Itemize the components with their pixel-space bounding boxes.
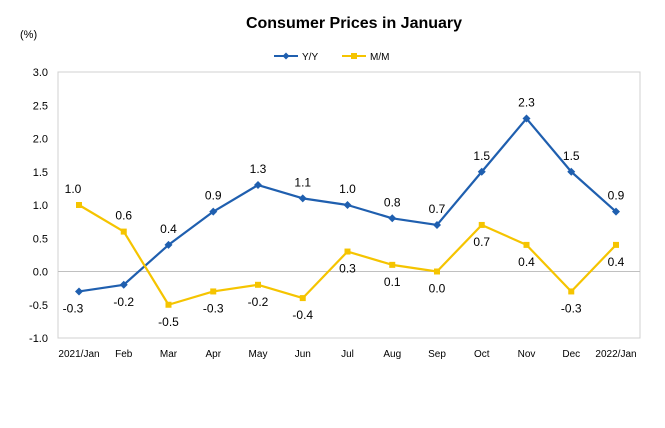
data-point-mm bbox=[165, 301, 172, 308]
series-layer bbox=[75, 114, 620, 308]
data-label-yy: 1.1 bbox=[294, 175, 311, 189]
data-point-mm bbox=[344, 248, 351, 255]
x-tick-label: Jul bbox=[341, 349, 354, 360]
y-tick-label: 1.0 bbox=[33, 200, 48, 212]
legend-label-yy: Y/Y bbox=[302, 52, 318, 63]
data-point-yy bbox=[209, 207, 218, 216]
data-label-yy: 1.0 bbox=[339, 182, 356, 196]
x-tick-label: May bbox=[249, 349, 268, 360]
x-tick-label: Nov bbox=[518, 349, 536, 360]
x-tick-label: Sep bbox=[428, 349, 446, 360]
data-point-yy bbox=[388, 214, 397, 223]
data-label-yy: -0.3 bbox=[63, 301, 84, 315]
data-point-mm bbox=[434, 268, 440, 275]
data-label-yy: 2.3 bbox=[518, 96, 535, 110]
y-tick-label: 0.5 bbox=[33, 233, 48, 245]
data-label-mm: 0.4 bbox=[608, 255, 625, 269]
data-point-yy bbox=[119, 280, 128, 289]
y-tick-label: 2.5 bbox=[33, 100, 48, 112]
y-tick-label: 1.5 bbox=[33, 167, 48, 179]
series-line-mm bbox=[78, 204, 617, 306]
data-label-mm: 0.6 bbox=[115, 209, 132, 223]
data-label-yy: 0.9 bbox=[205, 189, 222, 203]
data-point-yy bbox=[612, 207, 620, 216]
data-point-yy bbox=[254, 181, 262, 190]
data-label-yy: 1.3 bbox=[250, 162, 267, 176]
y-tick-label: -1.0 bbox=[29, 333, 48, 345]
chart-title: Consumer Prices in January bbox=[246, 15, 462, 32]
y-tick-label: 3.0 bbox=[33, 67, 48, 79]
data-label-mm: -0.5 bbox=[158, 315, 179, 329]
data-point-mm bbox=[299, 295, 306, 302]
data-point-yy bbox=[75, 287, 83, 296]
data-point-mm bbox=[255, 281, 261, 288]
x-tick-label: Apr bbox=[205, 349, 221, 360]
data-point-yy bbox=[343, 201, 352, 209]
data-point-mm bbox=[523, 241, 530, 248]
data-label-yy: 1.5 bbox=[473, 149, 490, 163]
x-tick-label: Oct bbox=[474, 349, 490, 360]
data-label-yy: 0.9 bbox=[608, 189, 625, 203]
x-axis-ticks: 2021/Jan Feb Mar Apr May Jun Jul Aug Sep Oct Nov De… bbox=[58, 349, 636, 360]
data-labels: -0.3 -0.2 0.4 0.9 1.3 1.1 1.0 0.8 0.7 1.5 2.3 1.5 0.… bbox=[63, 96, 625, 329]
data-point-mm bbox=[120, 228, 127, 235]
data-label-mm: -0.2 bbox=[248, 295, 269, 309]
data-label-mm: 0.3 bbox=[339, 262, 356, 276]
data-point-yy bbox=[567, 167, 576, 176]
x-tick-label: Jun bbox=[295, 349, 311, 360]
data-label-yy: 0.7 bbox=[429, 202, 446, 216]
y-axis-unit: (%) bbox=[20, 29, 37, 41]
y-tick-label: 2.0 bbox=[33, 134, 48, 146]
data-point-yy bbox=[433, 220, 441, 229]
data-point-yy bbox=[522, 114, 531, 123]
data-point-mm bbox=[210, 288, 217, 295]
data-label-mm: 0.7 bbox=[473, 235, 490, 249]
x-tick-label: Feb bbox=[115, 349, 133, 360]
legend: Y/Y M/M bbox=[274, 52, 389, 63]
y-tick-label: 0.0 bbox=[33, 267, 48, 279]
x-tick-label: Dec bbox=[562, 349, 580, 360]
data-point-mm bbox=[478, 221, 485, 228]
data-label-yy: 0.8 bbox=[384, 195, 401, 209]
data-label-mm: -0.3 bbox=[203, 301, 224, 315]
data-label-mm: 0.1 bbox=[384, 275, 401, 289]
data-label-mm: -0.4 bbox=[292, 308, 313, 322]
data-label-mm: -0.3 bbox=[561, 301, 582, 315]
data-point-mm bbox=[568, 288, 575, 295]
x-tick-label: 2022/Jan bbox=[595, 349, 636, 360]
y-axis-ticks: 3.0 2.5 2.0 1.5 1.0 0.5 0.0 -0.5 -1.0 bbox=[29, 67, 48, 345]
data-label-yy: -0.2 bbox=[113, 295, 134, 309]
data-label-yy: 1.5 bbox=[563, 149, 580, 163]
data-label-mm: 1.0 bbox=[65, 182, 82, 196]
data-point-mm bbox=[613, 241, 619, 248]
x-tick-label: 2021/Jan bbox=[58, 349, 99, 360]
data-label-yy: 0.4 bbox=[160, 222, 177, 236]
plot-area bbox=[57, 71, 641, 339]
legend-label-mm: M/M bbox=[370, 52, 389, 63]
x-tick-label: Mar bbox=[160, 349, 178, 360]
data-point-yy bbox=[298, 194, 307, 203]
data-label-mm: 0.4 bbox=[518, 255, 535, 269]
data-point-mm bbox=[389, 261, 396, 268]
data-point-yy bbox=[164, 240, 173, 249]
y-tick-label: -0.5 bbox=[29, 300, 48, 312]
x-tick-label: Aug bbox=[383, 349, 401, 360]
data-point-mm bbox=[76, 202, 82, 208]
legend-marker-mm bbox=[351, 53, 357, 59]
data-label-mm: 0.0 bbox=[429, 282, 446, 296]
data-point-yy bbox=[477, 167, 486, 176]
legend-marker-yy bbox=[282, 52, 290, 60]
